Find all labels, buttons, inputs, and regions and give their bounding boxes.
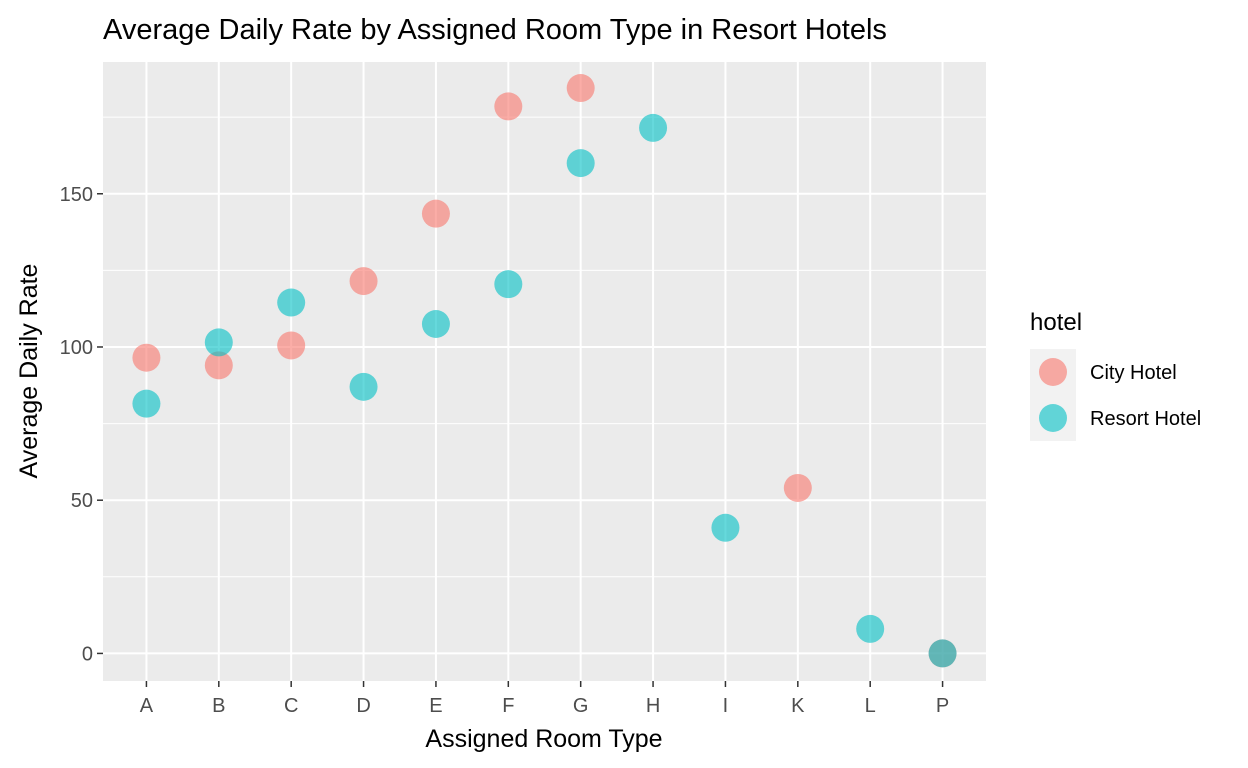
- data-point: [421, 199, 450, 228]
- y-tick-label: 50: [71, 490, 93, 512]
- legend-title: hotel: [1030, 309, 1082, 336]
- x-tick-label: I: [723, 695, 729, 717]
- y-axis-title: Average Daily Rate: [15, 264, 43, 479]
- x-tick-label: G: [573, 695, 589, 717]
- x-tick-label: A: [140, 695, 154, 717]
- data-point: [277, 288, 306, 317]
- data-point: [204, 351, 233, 380]
- data-point: [783, 473, 812, 502]
- data-point: [566, 149, 595, 178]
- x-tick-label: E: [429, 695, 442, 717]
- x-tick-label: K: [791, 695, 805, 717]
- x-tick-label: L: [865, 695, 876, 717]
- data-point: [494, 92, 523, 121]
- x-tick-label: D: [356, 695, 370, 717]
- data-points: [132, 74, 957, 668]
- data-point: [349, 372, 378, 401]
- data-point: [421, 310, 450, 339]
- grid-major: [103, 62, 986, 681]
- data-point: [566, 74, 595, 103]
- chart-title: Average Daily Rate by Assigned Room Type…: [103, 14, 887, 46]
- legend: hotel City Hotel Resort Hotel: [1030, 309, 1201, 441]
- legend-keys: City Hotel Resort Hotel: [1030, 349, 1201, 441]
- y-axis-ticks: 0 50 100 150: [60, 184, 103, 665]
- data-point: [928, 639, 957, 668]
- data-point: [204, 328, 233, 357]
- data-point: [132, 343, 161, 372]
- legend-key-symbol: [1039, 358, 1067, 386]
- data-point: [639, 113, 668, 142]
- y-tick-label: 0: [82, 643, 93, 665]
- y-tick-label: 100: [60, 337, 93, 359]
- legend-label: Resort Hotel: [1090, 408, 1201, 430]
- x-tick-label: C: [284, 695, 298, 717]
- data-point: [277, 331, 306, 360]
- x-tick-label: H: [646, 695, 660, 717]
- y-tick-label: 150: [60, 184, 93, 206]
- data-point: [856, 614, 885, 643]
- x-tick-label: P: [936, 695, 949, 717]
- data-point: [711, 513, 740, 542]
- data-point: [132, 389, 161, 418]
- data-point: [349, 267, 378, 296]
- legend-label: City Hotel: [1090, 362, 1177, 384]
- x-axis-title: Assigned Room Type: [425, 725, 662, 753]
- legend-key-symbol: [1039, 404, 1067, 432]
- plot-panel: [103, 62, 986, 681]
- x-tick-label: B: [212, 695, 225, 717]
- x-tick-label: F: [502, 695, 514, 717]
- data-point: [494, 270, 523, 299]
- grid-minor: [103, 116, 986, 578]
